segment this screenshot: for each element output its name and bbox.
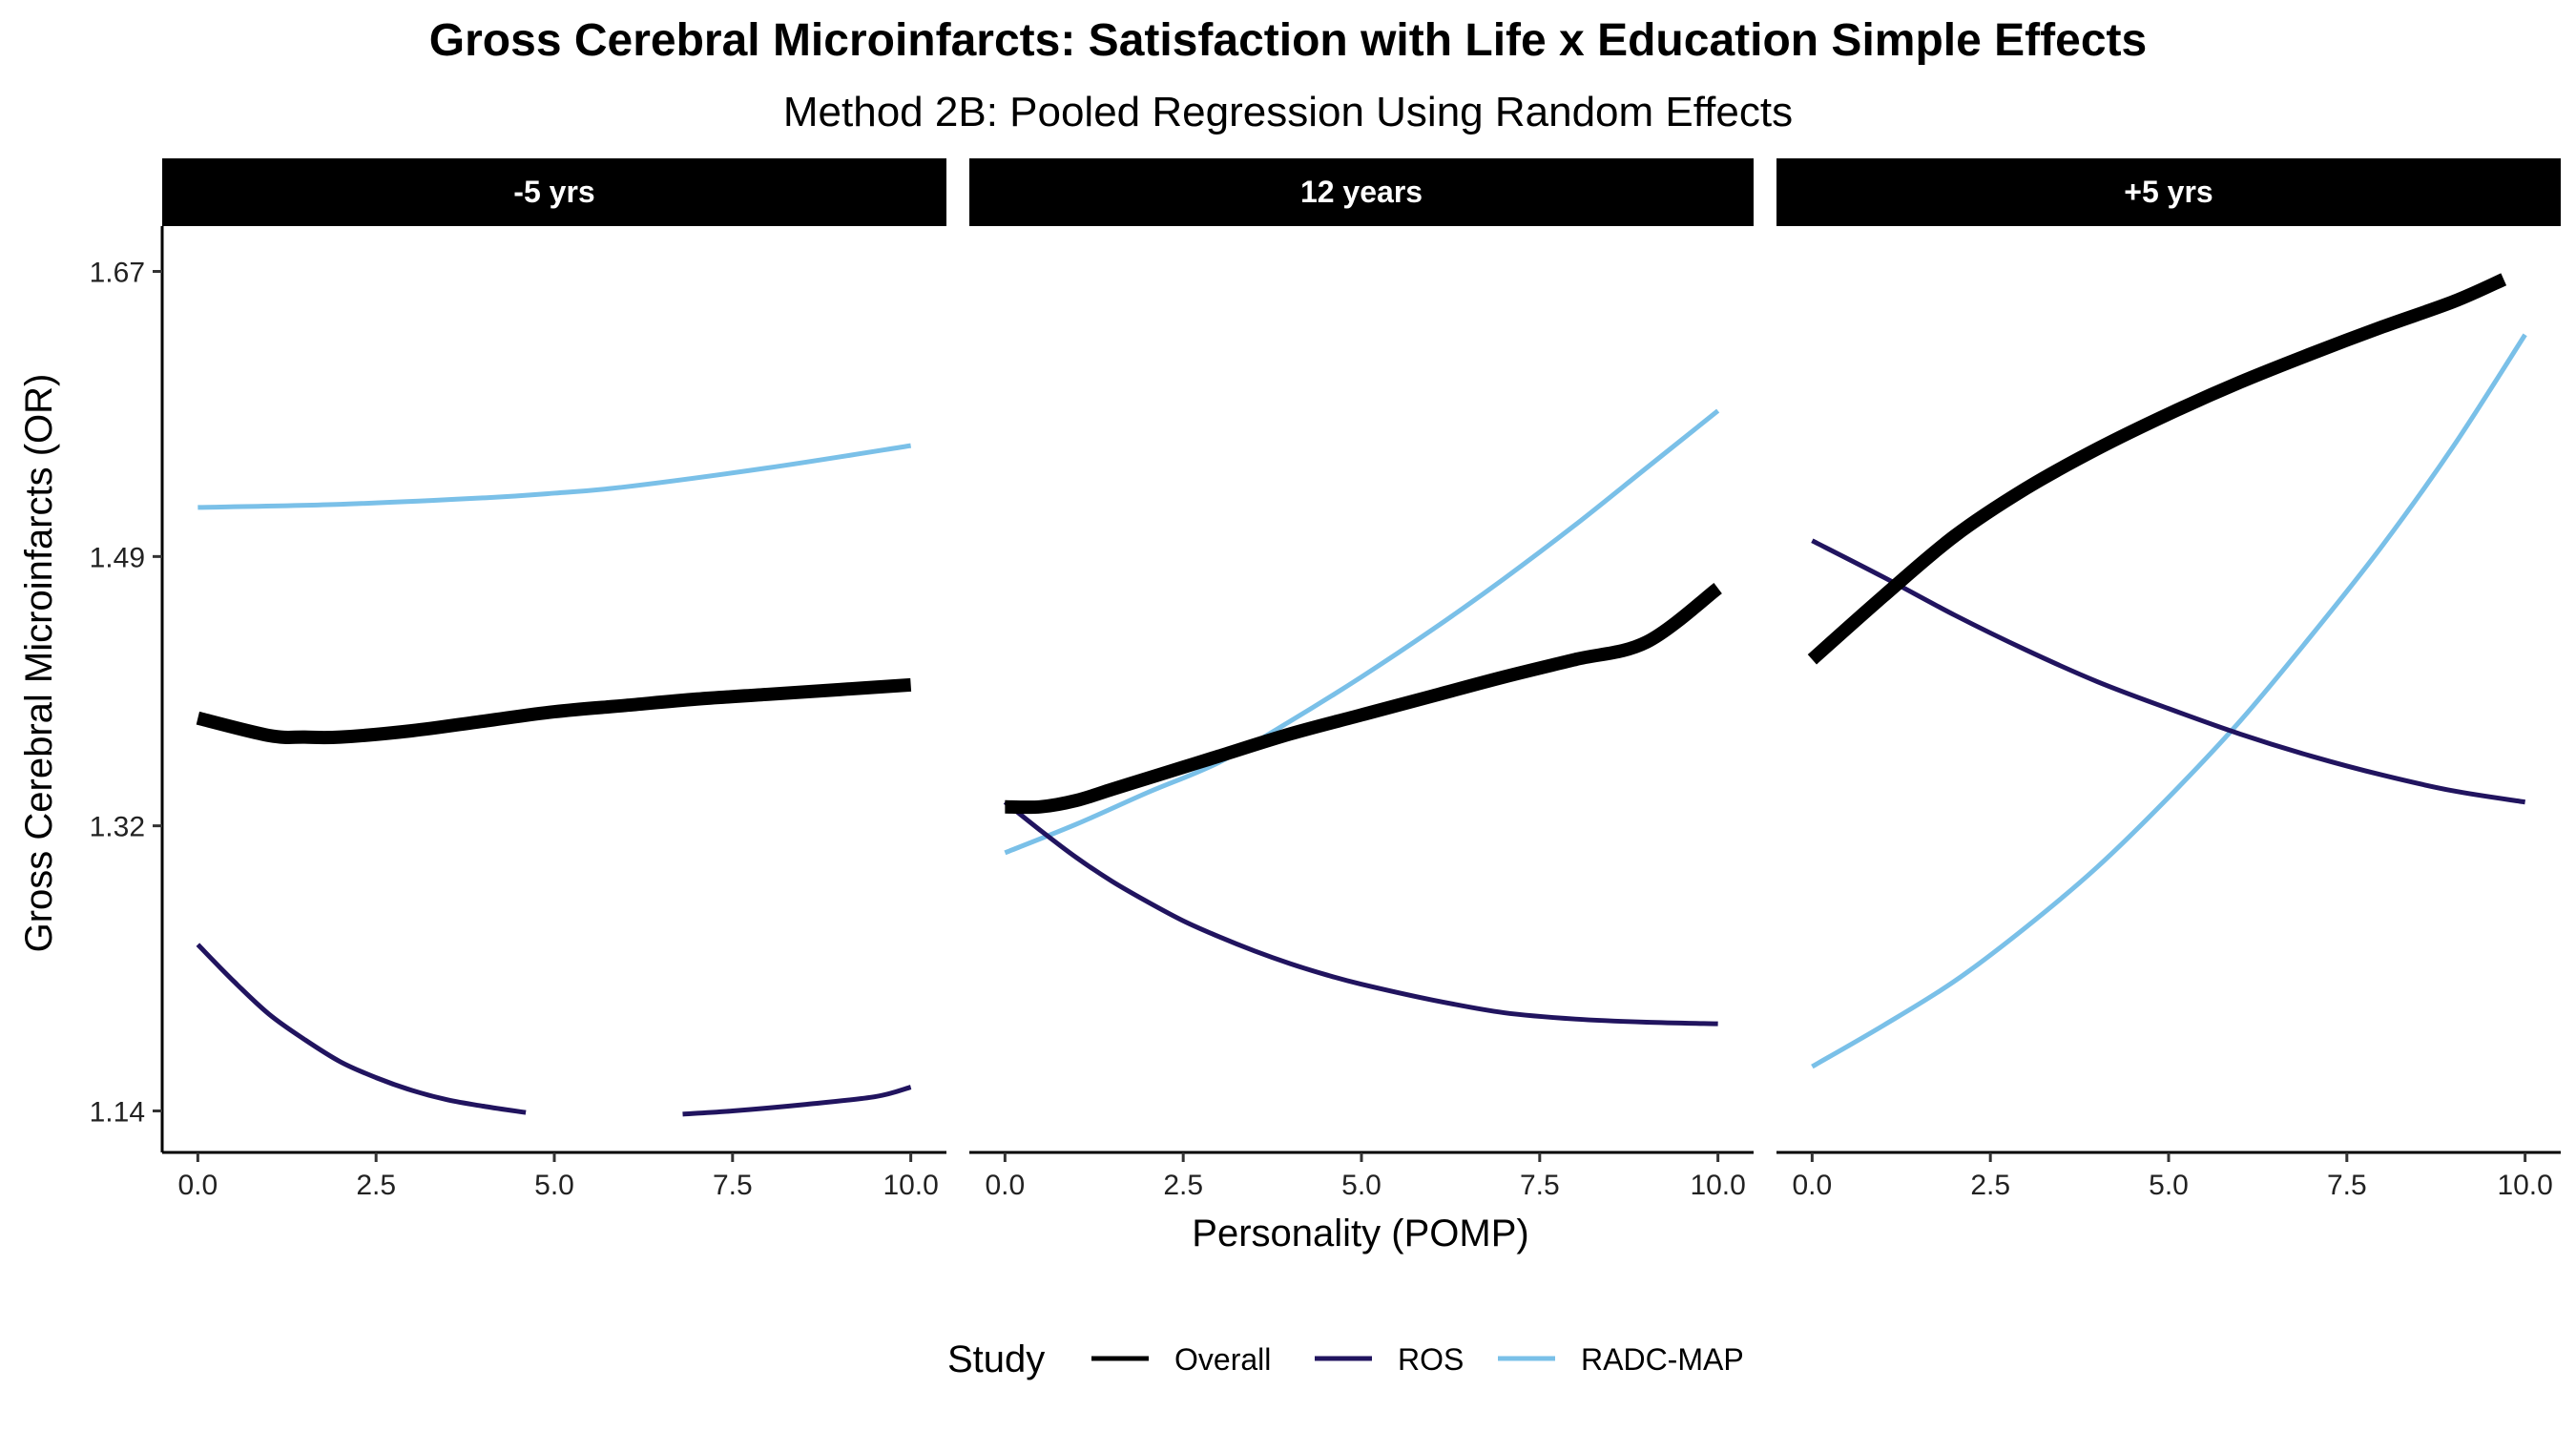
y-tick-label: 1.67 <box>90 257 145 288</box>
facet-strip <box>969 158 1754 226</box>
x-tick-label: 2.5 <box>356 1170 396 1201</box>
x-tick-label: 7.5 <box>2327 1170 2367 1201</box>
facet-strip-label: -5 yrs <box>513 175 594 209</box>
legend-label-ros: ROS <box>1398 1342 1464 1377</box>
chart-title: Gross Cerebral Microinfarcts: Satisfacti… <box>429 15 2147 66</box>
series-line-radc-map <box>197 443 912 510</box>
series-line-overall <box>1005 582 1722 815</box>
legend: Study Overall ROS RADC-MAP <box>947 1338 1744 1380</box>
chart-subtitle: Method 2B: Pooled Regression Using Rando… <box>783 89 1793 135</box>
facet-panels: -5 yrs 0.0 2.5 5.0 7.5 10.0 12 years 0.0 2.5 5.0 7… <box>162 158 2561 1201</box>
series-line-overall <box>1807 273 2507 665</box>
facet-panel-5-yrs: -5 yrs 0.0 2.5 5.0 7.5 10.0 <box>162 158 946 1201</box>
legend-title: Study <box>947 1338 1045 1380</box>
y-tick-label: 1.49 <box>90 542 145 573</box>
facet-panel-5-yrs: +5 yrs 0.0 2.5 5.0 7.5 10.0 <box>1776 158 2561 1201</box>
x-axis-title: Personality (POMP) <box>1192 1213 1528 1255</box>
x-tick-label: 2.5 <box>1970 1170 2010 1201</box>
x-tick-label: 10.0 <box>2497 1170 2552 1201</box>
series-line-radc-map <box>1004 408 1720 856</box>
series-line-ros <box>1811 538 2526 805</box>
series-line-ros <box>682 1085 912 1117</box>
facet-strip <box>162 158 946 226</box>
series-line-ros <box>1003 799 1718 1027</box>
x-tick-label: 0.0 <box>986 1170 1026 1201</box>
x-tick-label: 7.5 <box>713 1170 753 1201</box>
facet-strip <box>1776 158 2561 226</box>
facet-strip-label: 12 years <box>1300 175 1423 209</box>
y-tick-label: 1.32 <box>90 812 145 843</box>
x-tick-label: 10.0 <box>883 1170 938 1201</box>
x-tick-label: 7.5 <box>1520 1170 1560 1201</box>
x-tick-label: 5.0 <box>1341 1170 1381 1201</box>
y-axis-title: Gross Cerebral Microinfarcts (OR) <box>18 374 60 953</box>
series-line-ros <box>196 943 527 1115</box>
facet-strip-label: +5 yrs <box>2124 175 2212 209</box>
x-tick-label: 0.0 <box>1793 1170 1833 1201</box>
series-line-radc-map <box>1811 333 2527 1069</box>
y-axis: 1.14 1.32 1.49 1.67 <box>90 226 164 1152</box>
x-tick-label: 10.0 <box>1690 1170 1745 1201</box>
series-line-overall <box>196 677 912 745</box>
y-tick-label: 1.14 <box>90 1096 145 1128</box>
legend-label-overall: Overall <box>1174 1342 1271 1377</box>
x-tick-label: 2.5 <box>1163 1170 1203 1201</box>
facet-panel-12-years: 12 years 0.0 2.5 5.0 7.5 10.0 <box>969 158 1754 1201</box>
x-tick-label: 5.0 <box>534 1170 574 1201</box>
x-tick-label: 5.0 <box>2149 1170 2189 1201</box>
x-tick-label: 0.0 <box>178 1170 218 1201</box>
legend-label-radc-map: RADC-MAP <box>1581 1342 1744 1377</box>
